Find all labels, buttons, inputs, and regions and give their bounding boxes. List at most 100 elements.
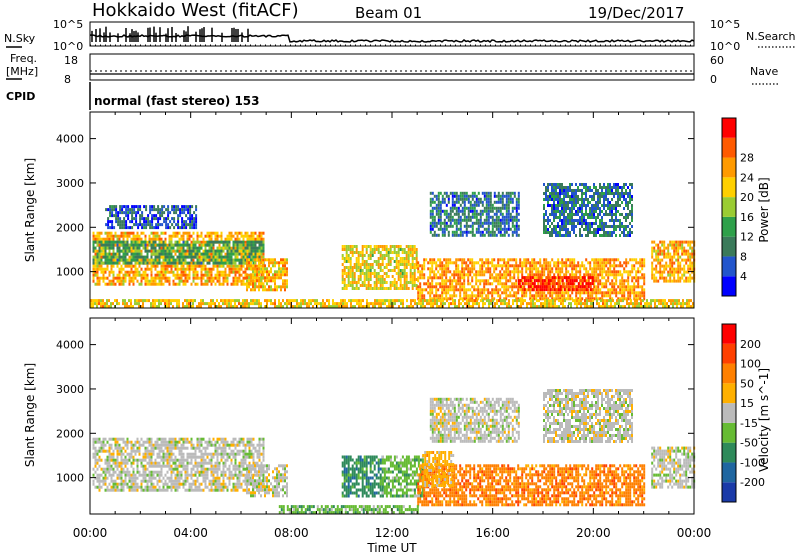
data-cell [671, 267, 674, 271]
data-cell [98, 279, 101, 283]
data-cell [545, 228, 547, 231]
data-cell [218, 258, 221, 262]
data-cell [152, 240, 155, 244]
data-cell [539, 288, 542, 292]
data-cell [613, 207, 615, 210]
data-cell [601, 282, 604, 286]
data-cell [471, 230, 474, 234]
data-cell [172, 231, 175, 235]
data-cell [373, 272, 376, 275]
data-cell [136, 231, 139, 235]
data-cell [475, 273, 478, 277]
data-cell [399, 248, 402, 251]
data-cell [170, 255, 173, 259]
data-cell [573, 213, 575, 216]
data-cell [669, 276, 672, 280]
data-cell [391, 284, 394, 287]
nave-label: Nave [750, 65, 778, 78]
data-cell [557, 261, 560, 265]
data-cell [531, 264, 534, 268]
data-cell [659, 273, 662, 277]
data-cell [411, 257, 414, 260]
data-cell [455, 224, 458, 228]
data-cell [108, 282, 111, 286]
data-cell [571, 183, 573, 186]
data-cell [515, 221, 518, 225]
data-cell [521, 282, 524, 286]
data-cell [278, 267, 280, 271]
data-cell [631, 207, 633, 210]
data-cell [515, 261, 518, 265]
data-cell [655, 258, 658, 262]
data-cell [533, 285, 536, 289]
data-cell [138, 243, 141, 247]
data-cell [483, 233, 486, 237]
data-cell [238, 276, 241, 280]
data-cell [455, 209, 458, 213]
data-cell [183, 211, 186, 215]
data-cell [473, 264, 476, 268]
data-cell [601, 189, 603, 192]
data-cell [505, 264, 508, 268]
data-cell [102, 279, 105, 283]
data-cell [601, 294, 604, 298]
data-cell [551, 189, 553, 192]
nsky-tick-low: 10^0 [53, 40, 83, 53]
data-cell [238, 270, 241, 274]
data-cell [389, 260, 392, 263]
data-cell [457, 227, 460, 231]
data-cell [437, 212, 440, 216]
data-cell [192, 237, 195, 241]
data-cell [525, 279, 528, 283]
data-cell [109, 226, 112, 230]
data-cell [467, 288, 470, 292]
data-cell [515, 233, 518, 237]
data-cell [218, 270, 221, 274]
data-cell [531, 276, 534, 280]
data-cell [675, 258, 678, 262]
data-cell [107, 223, 110, 227]
data-cell [238, 237, 241, 241]
data-cell [595, 279, 598, 283]
data-cell [230, 237, 233, 241]
data-cell [196, 252, 199, 256]
data-cell [228, 252, 231, 256]
data-cell [182, 273, 185, 277]
data-cell [250, 237, 253, 241]
data-cell [208, 234, 211, 238]
data-cell [569, 261, 572, 265]
data-cell [661, 270, 664, 274]
data-cell [369, 254, 372, 257]
data-cell [94, 261, 97, 265]
data-cell [475, 279, 478, 283]
data-cell [212, 252, 215, 256]
data-cell [106, 282, 109, 286]
data-cell [92, 273, 95, 277]
data-cell [343, 245, 346, 248]
data-cell [160, 252, 163, 256]
data-cell [96, 237, 99, 241]
data-cell [547, 201, 549, 204]
data-cell [200, 240, 203, 244]
data-cell [134, 276, 137, 280]
data-cell [371, 263, 374, 266]
data-cell [507, 294, 510, 298]
data-cell [240, 249, 243, 253]
data-cell [543, 219, 545, 222]
data-cell [599, 258, 602, 262]
data-cell [124, 276, 127, 280]
data-cell [353, 281, 356, 284]
data-cell [276, 273, 278, 277]
data-cell [230, 261, 233, 265]
data-cell [585, 204, 587, 207]
data-cell [405, 251, 408, 254]
data-cell [151, 205, 154, 209]
data-cell [96, 261, 99, 265]
data-cell [190, 261, 193, 265]
data-cell [453, 203, 456, 207]
data-cell [675, 252, 678, 256]
data-cell [487, 291, 490, 295]
data-cell [499, 297, 502, 301]
data-cell [131, 211, 134, 215]
data-cell [475, 215, 478, 219]
